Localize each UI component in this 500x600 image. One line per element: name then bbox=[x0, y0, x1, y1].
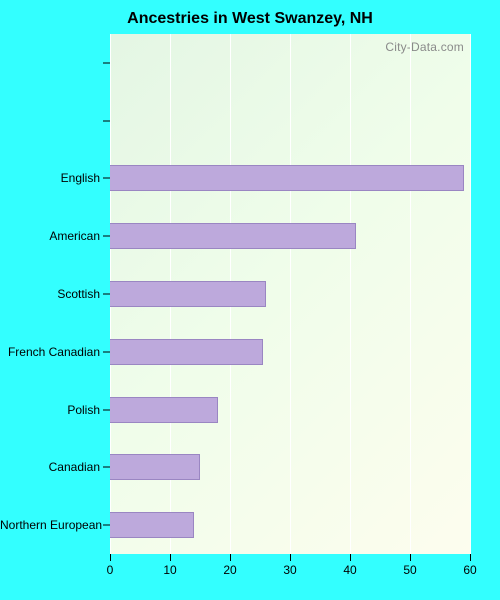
x-tick bbox=[290, 554, 291, 561]
y-tick bbox=[103, 236, 110, 237]
y-tick-label: French Canadian bbox=[0, 345, 100, 359]
y-tick-label: Polish bbox=[0, 403, 100, 417]
bar bbox=[110, 281, 266, 307]
x-tick-label: 0 bbox=[107, 563, 114, 577]
y-tick-label: American bbox=[0, 229, 100, 243]
bar bbox=[110, 165, 464, 191]
x-tick-label: 50 bbox=[403, 563, 416, 577]
y-tick-label: Northern European bbox=[0, 518, 100, 532]
y-tick bbox=[103, 62, 110, 63]
chart-area: City-Data.com 0 10 20 30 40 50 60 English Americ… bbox=[0, 34, 500, 594]
y-tick bbox=[103, 178, 110, 179]
y-tick-label: Scottish bbox=[0, 287, 100, 301]
x-tick bbox=[470, 554, 471, 561]
bar bbox=[110, 339, 263, 365]
x-tick-label: 30 bbox=[283, 563, 296, 577]
gridline bbox=[290, 34, 291, 554]
y-tick-label: English bbox=[0, 171, 100, 185]
y-tick bbox=[103, 351, 110, 352]
x-tick-label: 60 bbox=[463, 563, 476, 577]
gridline bbox=[350, 34, 351, 554]
plot-area: City-Data.com bbox=[110, 34, 470, 554]
bar bbox=[110, 397, 218, 423]
y-tick bbox=[103, 294, 110, 295]
gridline bbox=[470, 34, 471, 554]
x-tick-label: 20 bbox=[223, 563, 236, 577]
x-tick bbox=[110, 554, 111, 561]
y-tick bbox=[103, 467, 110, 468]
bar bbox=[110, 223, 356, 249]
x-tick bbox=[170, 554, 171, 561]
x-tick bbox=[230, 554, 231, 561]
y-tick bbox=[103, 409, 110, 410]
bar bbox=[110, 512, 194, 538]
x-tick-label: 10 bbox=[163, 563, 176, 577]
y-tick bbox=[103, 120, 110, 121]
y-tick bbox=[103, 525, 110, 526]
x-tick-label: 40 bbox=[343, 563, 356, 577]
chart-title: Ancestries in West Swanzey, NH bbox=[0, 0, 500, 34]
bar bbox=[110, 454, 200, 480]
gridline bbox=[410, 34, 411, 554]
x-tick bbox=[350, 554, 351, 561]
y-tick-label: Canadian bbox=[0, 460, 100, 474]
x-tick bbox=[410, 554, 411, 561]
watermark: City-Data.com bbox=[385, 40, 464, 54]
